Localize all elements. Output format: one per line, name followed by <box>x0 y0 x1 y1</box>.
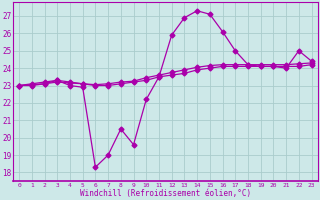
X-axis label: Windchill (Refroidissement éolien,°C): Windchill (Refroidissement éolien,°C) <box>80 189 251 198</box>
